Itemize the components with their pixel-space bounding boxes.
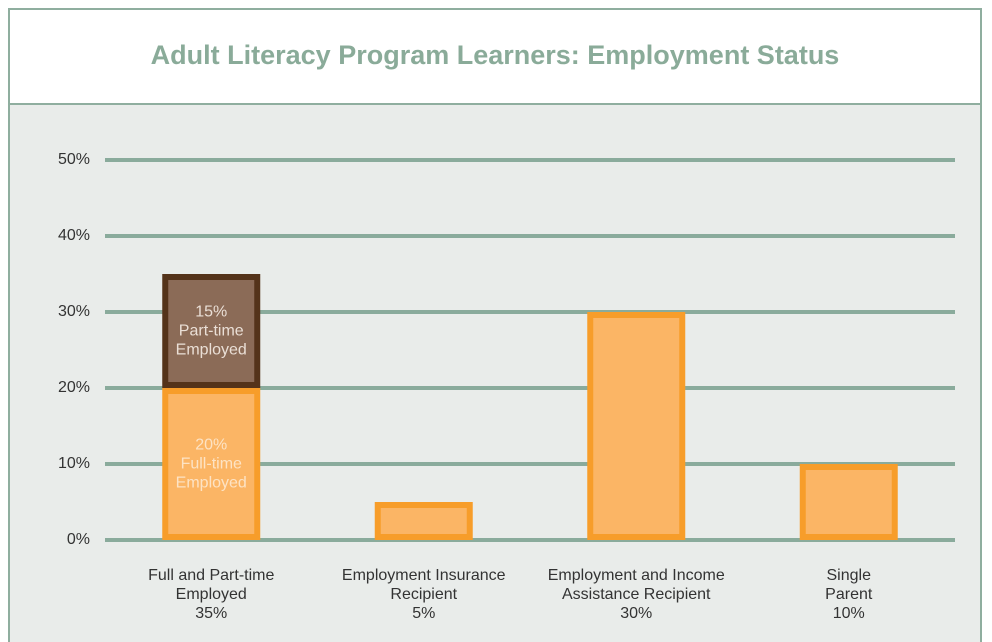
x-tick-label: Employment and Income Assistance Recipie… [536, 566, 736, 623]
category-total: 35% [195, 605, 228, 622]
chart-title: Adult Literacy Program Learners: Employm… [150, 40, 840, 70]
y-tick-label: 0% [66, 531, 90, 548]
header: Adult Literacy Program Learners: Employm… [8, 8, 982, 103]
segment-label: 20% Full-time Employed [161, 436, 261, 493]
segment-value: 20% [195, 436, 228, 454]
x-tick-label: Single Parent 10% [749, 566, 949, 623]
bar-segment [162, 388, 261, 540]
segment-name: Full-time Employed [175, 455, 247, 492]
y-tick-label: 10% [57, 455, 90, 472]
y-tick-label: 40% [57, 227, 90, 244]
y-tick-label: 50% [57, 151, 90, 168]
category-name: Full and Part-time Employed [148, 567, 275, 603]
category-name: Employment Insurance Recipient [341, 567, 506, 603]
segment-label: 15% Part-time Employed [161, 303, 261, 360]
bar-segment [374, 502, 473, 540]
category-name: Employment and Income Assistance Recipie… [547, 567, 725, 603]
segment-value: 15% [195, 303, 228, 321]
bar-segment [162, 274, 261, 388]
bar-segment [799, 464, 898, 540]
category-total: 30% [620, 605, 653, 622]
y-tick-label: 20% [57, 379, 90, 396]
bar-segment [587, 312, 686, 540]
y-tick-label: 30% [57, 303, 90, 320]
x-tick-label: Employment Insurance Recipient 5% [324, 566, 524, 623]
x-tick-label: Full and Part-time Employed 35% [111, 566, 311, 623]
segment-name: Part-time Employed [175, 322, 247, 359]
plot-area [8, 103, 982, 642]
category-name: Single Parent [825, 567, 873, 603]
category-total: 10% [832, 605, 865, 622]
category-total: 5% [412, 605, 436, 622]
